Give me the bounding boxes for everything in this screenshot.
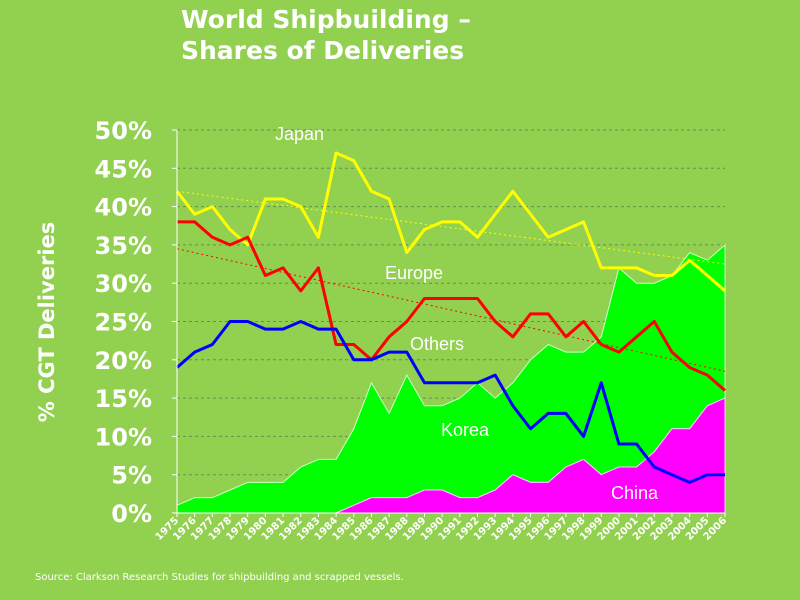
source-note: Source: Clarkson Research Studies for sh… — [35, 572, 404, 583]
y-tick-label: 50% — [95, 117, 152, 145]
y-tick-label: 0% — [111, 500, 152, 528]
line-europe — [177, 220, 726, 392]
y-tick-label: 10% — [95, 423, 152, 451]
series-label-korea: Korea — [441, 420, 490, 440]
trendline-europe — [176, 248, 726, 372]
trendline-japan — [176, 190, 726, 265]
title-line-2: Shares of Deliveries — [181, 36, 465, 65]
y-tick-label: 45% — [95, 155, 152, 183]
y-tick-label: 40% — [95, 194, 152, 222]
y-tick-label: 15% — [95, 385, 152, 413]
y-tick-label: 25% — [95, 309, 152, 337]
y-tick-label: 35% — [95, 232, 152, 260]
series-label-others: Others — [410, 334, 464, 354]
line-japan — [175, 151, 726, 292]
series-label-japan: Japan — [275, 124, 324, 144]
series-label-china: China — [611, 483, 659, 503]
y-tick-label: 20% — [95, 347, 152, 375]
y-tick-label: 5% — [111, 462, 152, 490]
title-line-1: World Shipbuilding – — [181, 5, 471, 34]
y-tick-label: 30% — [95, 270, 152, 298]
chart-title: World Shipbuilding – Shares of Deliverie… — [181, 4, 471, 66]
series-label-europe: Europe — [385, 263, 443, 283]
line-others — [176, 320, 725, 484]
